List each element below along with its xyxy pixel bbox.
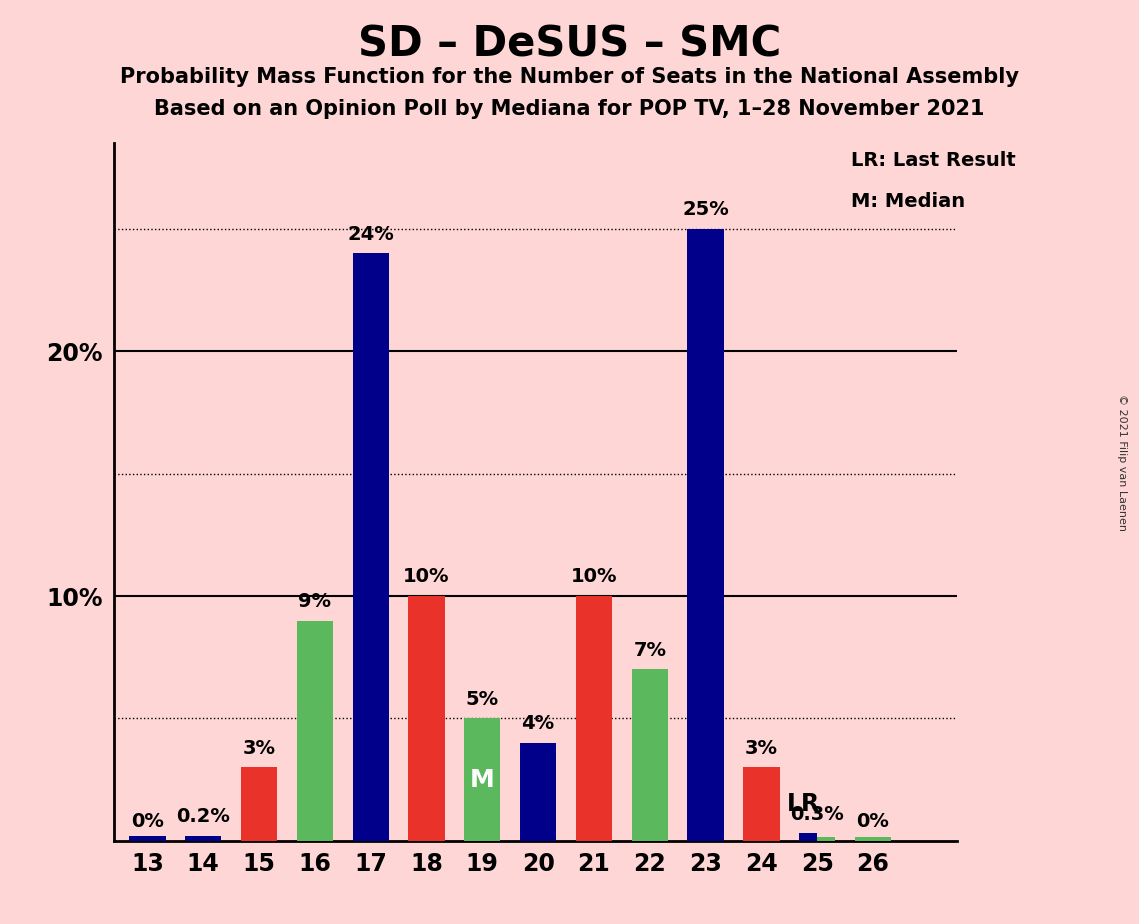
- Text: Probability Mass Function for the Number of Seats in the National Assembly: Probability Mass Function for the Number…: [120, 67, 1019, 87]
- Text: SD – DeSUS – SMC: SD – DeSUS – SMC: [358, 23, 781, 65]
- Text: LR: Last Result: LR: Last Result: [851, 151, 1016, 170]
- Text: 0.2%: 0.2%: [177, 808, 230, 826]
- Text: LR: LR: [787, 792, 820, 816]
- Text: 9%: 9%: [298, 591, 331, 611]
- Text: 0%: 0%: [131, 812, 164, 831]
- Bar: [353, 253, 388, 841]
- Bar: [296, 621, 333, 841]
- Text: 24%: 24%: [347, 225, 394, 244]
- Bar: [818, 837, 835, 841]
- Text: 0.3%: 0.3%: [790, 805, 844, 823]
- Text: Based on an Opinion Poll by Mediana for POP TV, 1–28 November 2021: Based on an Opinion Poll by Mediana for …: [154, 99, 985, 119]
- Bar: [576, 596, 612, 841]
- Text: 25%: 25%: [682, 201, 729, 219]
- Text: 3%: 3%: [243, 738, 276, 758]
- Bar: [800, 833, 817, 841]
- Text: M: M: [470, 768, 494, 792]
- Bar: [521, 743, 556, 841]
- Bar: [129, 836, 165, 841]
- Bar: [855, 837, 891, 841]
- Text: 4%: 4%: [522, 714, 555, 733]
- Text: 5%: 5%: [466, 689, 499, 709]
- Text: 10%: 10%: [571, 567, 617, 586]
- Bar: [465, 719, 500, 841]
- Text: © 2021 Filip van Laenen: © 2021 Filip van Laenen: [1117, 394, 1126, 530]
- Bar: [240, 768, 277, 841]
- Text: 3%: 3%: [745, 738, 778, 758]
- Text: 7%: 7%: [633, 640, 666, 660]
- Bar: [409, 596, 444, 841]
- Text: 10%: 10%: [403, 567, 450, 586]
- Text: 0%: 0%: [857, 812, 890, 831]
- Bar: [185, 836, 221, 841]
- Bar: [632, 670, 667, 841]
- Bar: [744, 768, 779, 841]
- Bar: [688, 229, 723, 841]
- Text: M: Median: M: Median: [851, 192, 965, 212]
